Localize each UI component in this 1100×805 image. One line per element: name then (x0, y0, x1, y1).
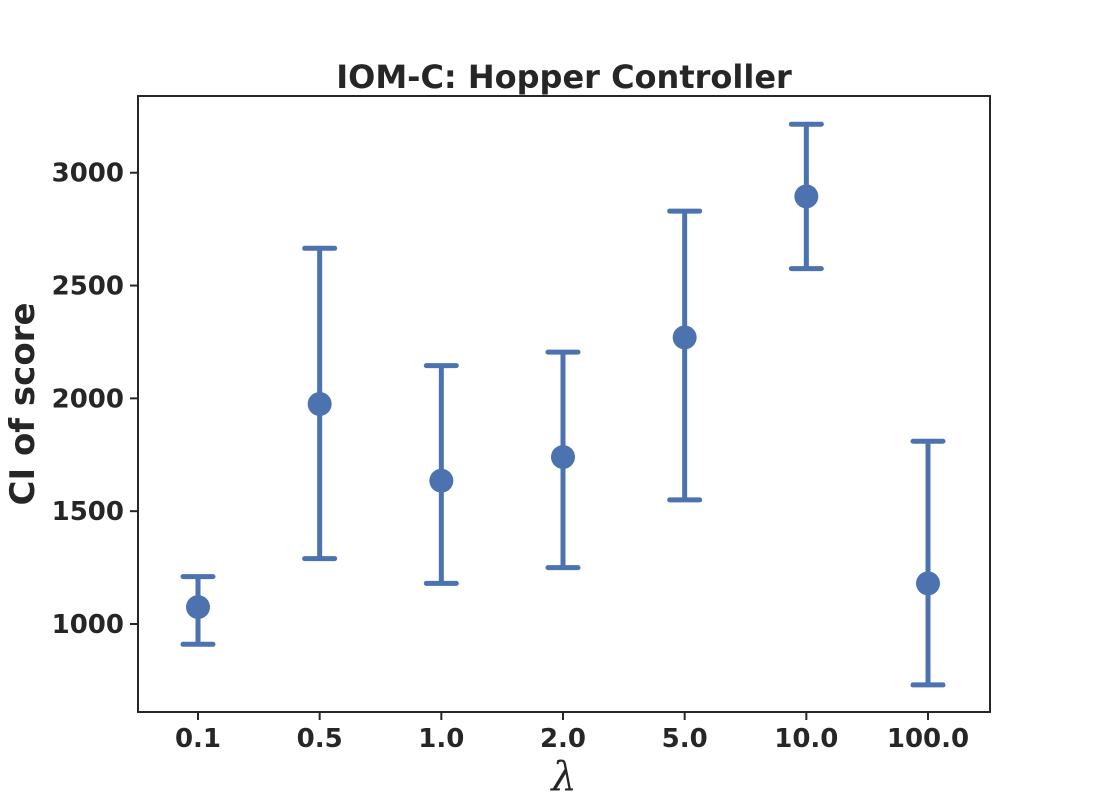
data-point (672, 325, 697, 350)
x-tick-label: 100.0 (887, 724, 969, 754)
y-tick-label: 1500 (52, 497, 124, 527)
data-point (429, 468, 454, 493)
x-tick-label: 1.0 (418, 724, 464, 754)
plot-area (180, 121, 946, 688)
data-point (186, 595, 210, 620)
x-tick-label: 5.0 (662, 724, 708, 754)
y-tick-label: 1000 (52, 610, 124, 640)
data-point (916, 571, 940, 596)
y-tick-label: 3000 (52, 159, 124, 189)
x-tick-label: 2.0 (540, 724, 586, 754)
y-axis: 1000 1500 2000 2500 3000 (52, 159, 138, 640)
y-tick-label: 2500 (52, 272, 124, 302)
x-axis: 0.1 0.5 1.0 2.0 5.0 10.0 100.0 (175, 712, 969, 754)
x-tick-label: 10.0 (774, 724, 838, 754)
x-axis-label: λ (549, 754, 576, 800)
chart-title: IOM-C: Hopper Controller (336, 58, 792, 96)
data-point (794, 184, 819, 209)
data-point (307, 392, 332, 416)
x-tick-label: 0.5 (297, 724, 343, 754)
y-axis-label: CI of score (3, 302, 43, 505)
data-point (551, 445, 575, 470)
x-tick-label: 0.1 (175, 724, 221, 754)
y-tick-label: 2000 (52, 384, 124, 414)
